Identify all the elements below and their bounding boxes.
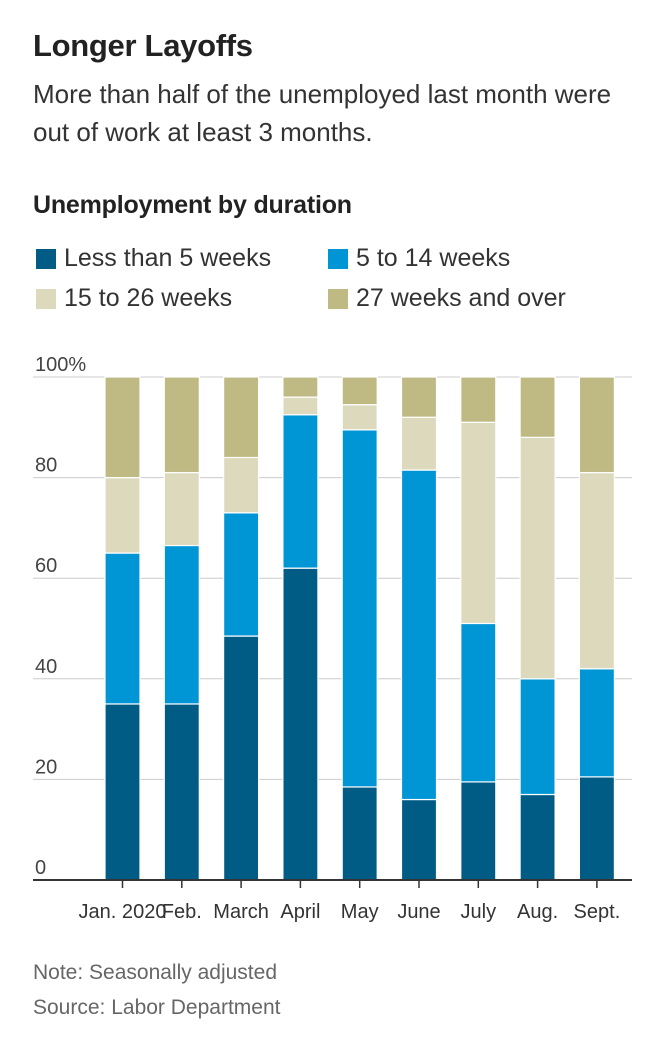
bar-jan-2020-less-than-5-weeks [104, 703, 141, 881]
bar-may-less-than-5-weeks [341, 786, 378, 881]
x-tick-label-may: May [341, 901, 379, 923]
bar-april-less-than-5-weeks [282, 567, 319, 881]
bar-july-15-to-26-weeks [460, 421, 497, 625]
legend-swatch-15-to-26-weeks [36, 288, 56, 309]
bar-aug-less-than-5-weeks [519, 793, 556, 881]
bar-feb-5-to-14-weeks [163, 544, 200, 705]
x-tick-label-sept: Sept. [574, 901, 621, 923]
legend-swatch-5-to-14-weeks [328, 248, 348, 269]
y-tick-label-20: 20 [35, 756, 57, 778]
bar-jan-2020-5-to-14-weeks [104, 552, 141, 705]
y-tick-label-40: 40 [35, 656, 57, 678]
x-tick-label-april: April [280, 901, 320, 923]
bar-march-15-to-26-weeks [223, 456, 260, 514]
bar-sept-5-to-14-weeks [578, 668, 616, 778]
legend-item-27-weeks-and-over: 27 weeks and over [328, 284, 566, 313]
bar-feb-27-weeks-and-over [163, 376, 200, 474]
bar-june-15-to-26-weeks [400, 416, 438, 471]
page-subtitle: More than half of the unemployed last mo… [33, 79, 612, 147]
bar-june-5-to-14-weeks [400, 469, 438, 801]
legend-label-less-than-5-weeks: Less than 5 weeks [64, 244, 272, 272]
bar-april-15-to-26-weeks [282, 396, 319, 416]
bar-jan-2020-15-to-26-weeks [104, 477, 141, 554]
chart-heading: Unemployment by duration [33, 191, 352, 219]
bar-may-15-to-26-weeks [341, 404, 378, 431]
bar-april-5-to-14-weeks [282, 414, 319, 569]
bar-april-27-weeks-and-over [282, 376, 319, 398]
chart-source: Source: Labor Department [33, 996, 281, 1019]
bar-aug-5-to-14-weeks [519, 678, 556, 796]
bar-sept-15-to-26-weeks [578, 471, 616, 670]
bar-june-less-than-5-weeks [400, 798, 438, 881]
bar-may-27-weeks-and-over [341, 376, 378, 406]
bar-june-27-weeks-and-over [400, 376, 438, 418]
bar-july-27-weeks-and-over [460, 376, 497, 423]
bar-feb-less-than-5-weeks [163, 703, 200, 881]
bar-may-5-to-14-weeks [341, 429, 378, 788]
bar-sept-27-weeks-and-over [578, 376, 616, 474]
y-tick-label-0: 0 [35, 857, 46, 879]
legend-item-5-to-14-weeks: 5 to 14 weeks [328, 244, 510, 273]
legend-label-27-weeks-and-over: 27 weeks and over [356, 284, 566, 312]
legend-swatch-less-than-5-weeks [36, 248, 56, 269]
bar-aug-15-to-26-weeks [519, 436, 556, 680]
legend-swatch-27-weeks-and-over [328, 288, 348, 309]
chart-note: Note: Seasonally adjusted [33, 961, 277, 984]
bar-march-27-weeks-and-over [223, 376, 260, 459]
bar-jan-2020-27-weeks-and-over [104, 376, 141, 479]
legend-item-less-than-5-weeks: Less than 5 weeks [36, 244, 271, 273]
page-title: Longer Layoffs [33, 28, 253, 63]
bar-july-less-than-5-weeks [460, 781, 497, 881]
x-tick-label-feb: Feb. [162, 901, 202, 923]
y-tick-label-60: 60 [35, 555, 57, 577]
x-tick-label-march: March [213, 901, 269, 923]
bar-sept-less-than-5-weeks [578, 776, 616, 881]
bar-july-5-to-14-weeks [460, 622, 497, 783]
bar-march-less-than-5-weeks [223, 635, 260, 881]
bar-aug-27-weeks-and-over [519, 376, 556, 438]
bar-march-5-to-14-weeks [223, 512, 260, 637]
legend-label-15-to-26-weeks: 15 to 26 weeks [64, 284, 233, 312]
x-tick-label-june: June [397, 901, 440, 923]
y-tick-label-80: 80 [35, 455, 57, 477]
y-tick-label-100: 100% [35, 354, 86, 376]
bar-feb-15-to-26-weeks [163, 471, 200, 547]
legend-label-5-to-14-weeks: 5 to 14 weeks [356, 244, 511, 272]
x-tick-label-july: July [461, 901, 497, 923]
x-tick-label-aug: Aug. [517, 901, 558, 923]
legend-item-15-to-26-weeks: 15 to 26 weeks [36, 284, 232, 313]
x-tick-label-jan-2020: Jan. 2020 [79, 901, 167, 923]
